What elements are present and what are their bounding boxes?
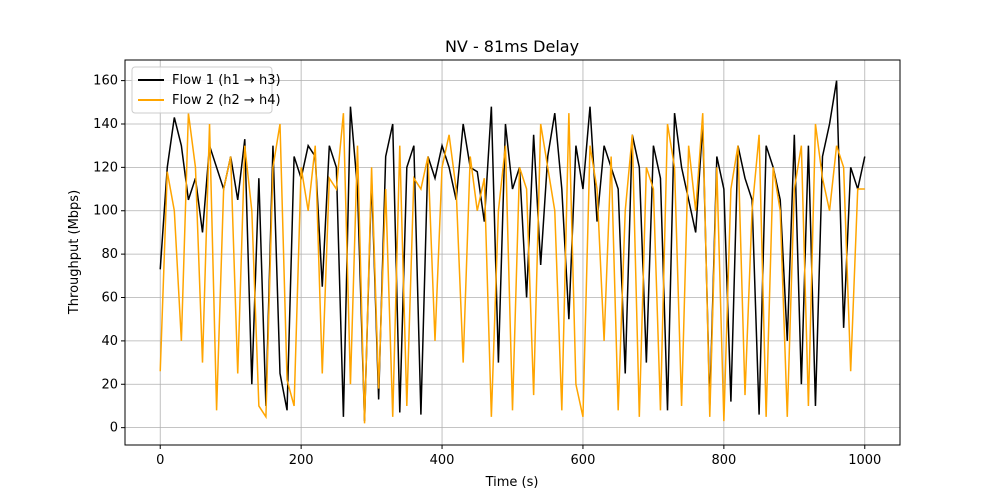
x-axis-label: Time (s) bbox=[485, 475, 539, 490]
y-tick-label: 160 bbox=[93, 74, 118, 89]
y-tick-label: 80 bbox=[101, 247, 118, 262]
x-tick-label: 1000 bbox=[848, 453, 881, 468]
legend-label: Flow 2 (h2 → h4) bbox=[172, 93, 281, 108]
x-tick-label: 800 bbox=[711, 453, 736, 468]
y-tick-label: 120 bbox=[93, 160, 118, 175]
series-line bbox=[159, 80, 866, 422]
legend-box bbox=[131, 66, 273, 114]
y-tick-label: 40 bbox=[101, 334, 118, 349]
y-tick-label: 140 bbox=[93, 117, 118, 132]
y-axis-label: Throughput (Mbps) bbox=[67, 190, 82, 315]
y-tick-label: 20 bbox=[101, 377, 118, 392]
x-tick-label: 0 bbox=[156, 453, 164, 468]
series-line bbox=[159, 113, 865, 424]
x-tick-label: 400 bbox=[430, 453, 455, 468]
chart-title: NV - 81ms Delay bbox=[445, 37, 579, 56]
x-tick-label: 200 bbox=[289, 453, 314, 468]
legend-label: Flow 1 (h1 → h3) bbox=[172, 73, 281, 88]
plot-frame bbox=[124, 59, 901, 446]
y-tick-label: 0 bbox=[110, 421, 118, 436]
y-tick-label: 60 bbox=[101, 291, 118, 306]
x-tick-label: 600 bbox=[571, 453, 596, 468]
y-tick-label: 100 bbox=[93, 204, 118, 219]
